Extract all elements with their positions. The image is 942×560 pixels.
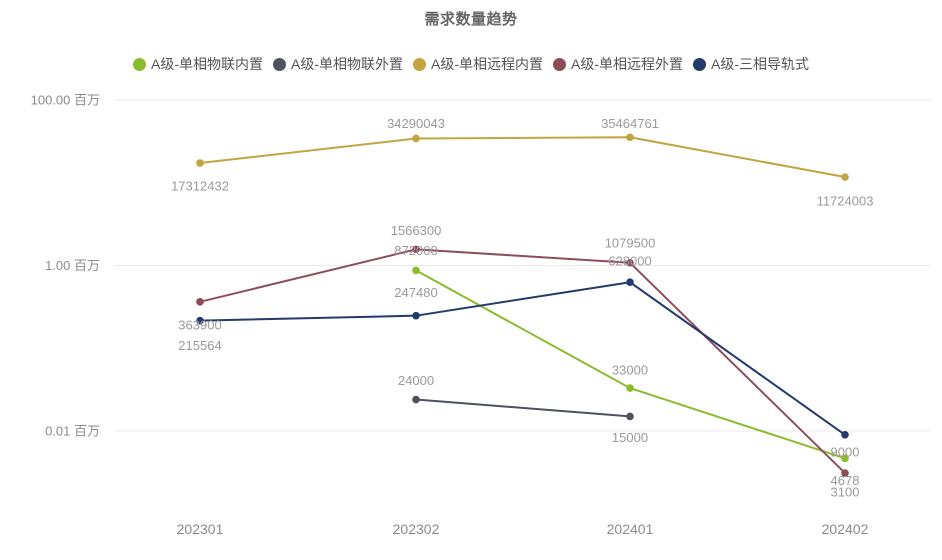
x-axis-tick-label: 202401 <box>607 521 654 537</box>
data-label: 9000 <box>831 444 860 459</box>
data-label: 33000 <box>612 363 648 378</box>
series-line-3 <box>199 248 846 475</box>
data-label: 17312432 <box>171 179 229 194</box>
legend-dot-icon <box>133 57 146 71</box>
data-point-2-202301[interactable] <box>196 159 204 167</box>
data-label: 628000 <box>608 254 651 269</box>
data-point-1-202401[interactable] <box>626 412 634 421</box>
data-label: 1079500 <box>605 235 656 250</box>
legend-item-0[interactable]: A级-单相物联内置 <box>133 54 263 74</box>
data-point-2-202402[interactable] <box>841 173 849 181</box>
legend-label: A级-单相物联内置 <box>151 56 263 72</box>
data-label: 872000 <box>394 243 437 258</box>
series-line-4 <box>199 281 846 436</box>
data-point-4-202402[interactable] <box>841 430 849 439</box>
legend-label: A级-单相物联外置 <box>291 56 403 72</box>
data-label: 11724003 <box>817 194 874 209</box>
legend-dot-icon <box>693 57 706 71</box>
legend-item-3[interactable]: A级-单相远程外置 <box>553 54 683 74</box>
legend-label: A级-三相导轨式 <box>711 56 809 72</box>
data-label: 4678 <box>831 473 860 488</box>
data-label: 15000 <box>612 430 648 445</box>
data-point-0-202302[interactable] <box>412 266 420 275</box>
x-axis-tick-label: 202301 <box>177 521 224 537</box>
data-point-0-202402[interactable] <box>841 454 849 463</box>
data-label: 1566300 <box>391 223 442 238</box>
data-point-4-202401[interactable] <box>626 278 634 287</box>
legend-label: A级-单相远程内置 <box>431 56 543 72</box>
data-label: 215564 <box>178 338 221 353</box>
x-axis-tick-label: 202402 <box>822 521 869 537</box>
series-line-2 <box>199 136 846 179</box>
data-label: 363900 <box>178 317 221 332</box>
data-point-3-202302[interactable] <box>412 245 420 254</box>
y-axis-tick-label: 0.01 百万 <box>45 424 100 439</box>
chart-title: 需求数量趋势 <box>424 11 518 28</box>
y-axis-tick-label: 100.00 百万 <box>31 93 100 108</box>
data-label: 35464761 <box>601 116 659 131</box>
data-point-2-202302[interactable] <box>412 134 420 143</box>
data-point-3-202402[interactable] <box>841 469 849 477</box>
data-point-4-202301[interactable] <box>196 316 204 325</box>
data-label: 3100 <box>831 485 860 500</box>
data-label: 24000 <box>398 373 434 388</box>
data-point-3-202401[interactable] <box>626 258 634 267</box>
legend-label: A级-单相远程外置 <box>571 56 683 72</box>
data-point-4-202302[interactable] <box>412 311 420 320</box>
y-axis-tick-label: 1.00 百万 <box>45 258 100 273</box>
legend: A级-单相物联内置 A级-单相物联外置 A级-单相远程内置 A级-单相远程外置 A级-三… <box>0 54 942 74</box>
data-point-3-202301[interactable] <box>196 298 204 306</box>
legend-item-2[interactable]: A级-单相远程内置 <box>413 54 543 74</box>
legend-dot-icon <box>553 57 566 71</box>
data-point-1-202302[interactable] <box>412 395 420 404</box>
legend-dot-icon <box>413 57 426 71</box>
data-label: 247480 <box>394 285 437 300</box>
legend-dot-icon <box>273 57 286 71</box>
data-point-0-202401[interactable] <box>626 384 634 392</box>
legend-item-4[interactable]: A级-三相导轨式 <box>693 54 809 74</box>
data-label: 34290043 <box>387 116 445 131</box>
x-axis-tick-label: 202302 <box>393 521 440 537</box>
data-point-2-202401[interactable] <box>626 133 634 142</box>
series-line-1 <box>415 398 631 418</box>
legend-item-1[interactable]: A级-单相物联外置 <box>273 54 403 74</box>
